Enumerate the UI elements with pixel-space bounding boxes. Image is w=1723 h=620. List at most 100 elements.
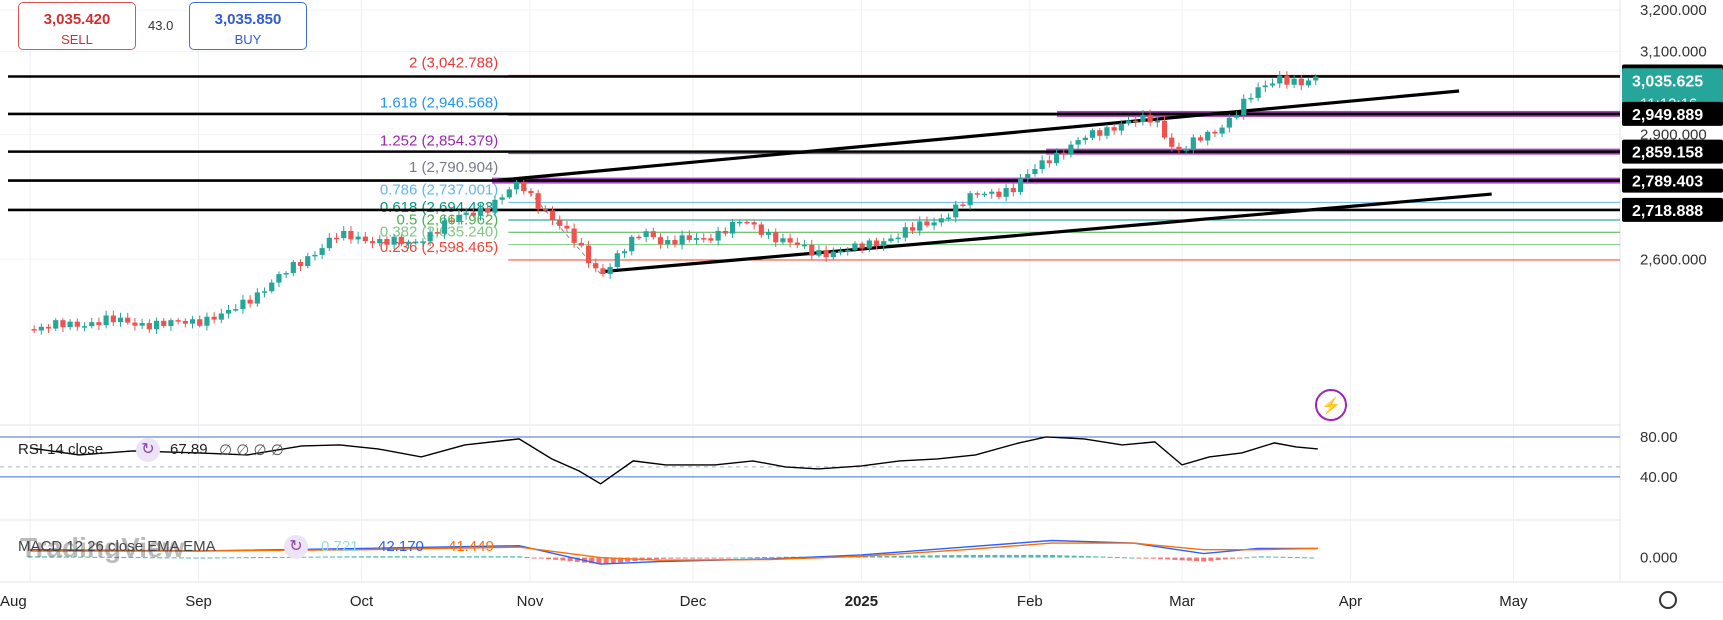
macd-label[interactable]: MACD 12 26 close EMA EMA xyxy=(18,538,216,555)
candle-body xyxy=(38,326,44,331)
macd-histogram-bar xyxy=(1251,556,1257,558)
macd-hist-value: 0.721 xyxy=(321,538,359,555)
x-axis-tick-label: Dec xyxy=(680,593,707,610)
macd-histogram-bar xyxy=(1150,557,1156,559)
x-axis-tick-label: Apr xyxy=(1339,593,1362,610)
macd-histogram-bar xyxy=(207,557,213,559)
macd-histogram-bar xyxy=(1021,554,1027,558)
macd-histogram-bar xyxy=(1129,557,1135,559)
candle-body xyxy=(218,313,224,320)
lightning-icon xyxy=(1315,389,1347,421)
macd-histogram-bar xyxy=(726,557,732,559)
macd-histogram-bar xyxy=(164,557,170,559)
candle-body xyxy=(549,210,556,221)
macd-histogram-bar xyxy=(42,556,48,558)
candle-body xyxy=(470,212,476,216)
refresh-icon[interactable]: ↻ xyxy=(284,535,308,559)
macd-line xyxy=(30,539,1318,565)
macd-histogram-bar xyxy=(402,556,408,558)
rsi-na-values: ∅ ∅ ∅ ∅ xyxy=(219,442,284,459)
candle-body xyxy=(405,241,412,244)
candle-body xyxy=(283,273,289,275)
candle-body xyxy=(715,230,721,241)
macd-histogram-bar xyxy=(942,555,948,558)
rsi-label[interactable]: RSI 14 close xyxy=(18,441,104,458)
buy-price: 3,035.850 xyxy=(214,11,282,28)
macd-signal-value: 41.449 xyxy=(448,538,494,555)
candle-body xyxy=(873,240,880,246)
macd-histogram-bar xyxy=(718,557,724,559)
candle-body xyxy=(182,320,188,324)
y-axis-tick-label: 3,200.000 xyxy=(1640,2,1707,19)
macd-histogram-bar xyxy=(423,556,429,558)
candle-body xyxy=(1284,75,1290,85)
macd-histogram-bar xyxy=(625,557,631,562)
macd-histogram-bar xyxy=(1273,556,1279,558)
settings-icon[interactable] xyxy=(1659,591,1677,609)
macd-histogram-bar xyxy=(193,557,199,559)
candle-body xyxy=(773,232,779,243)
candle-body xyxy=(326,237,332,249)
candle-body xyxy=(1154,120,1160,123)
candle-body xyxy=(938,218,944,223)
sell-label: SELL xyxy=(61,32,93,47)
candle-body xyxy=(153,320,160,330)
candle-body xyxy=(657,237,664,245)
sell-button[interactable]: 3,035.420 SELL xyxy=(18,2,136,50)
candle-body xyxy=(1262,85,1268,88)
candle-body xyxy=(513,182,520,190)
candle-body xyxy=(1017,178,1024,193)
candle-body xyxy=(665,240,671,245)
price-tag xyxy=(1622,168,1723,193)
candle-body xyxy=(1269,83,1276,86)
macd-histogram-bar xyxy=(481,556,487,558)
macd-histogram-bar xyxy=(963,554,969,558)
candle-body xyxy=(189,319,196,324)
macd-histogram-bar xyxy=(1114,557,1120,559)
candle-body xyxy=(902,227,908,238)
price-tag-label: 3,035.625 xyxy=(1632,73,1703,90)
candle-body xyxy=(578,242,584,246)
candle-body xyxy=(211,316,217,320)
candle-body xyxy=(290,262,296,274)
macd-histogram-bar xyxy=(567,557,573,562)
macd-histogram-bar xyxy=(524,557,530,559)
macd-histogram-bar xyxy=(63,556,69,558)
fib-level-label: 2 (3,042.788) xyxy=(409,54,498,71)
candle-body xyxy=(463,212,469,215)
candle-body xyxy=(427,232,433,242)
candle-body xyxy=(593,263,599,269)
price-tag xyxy=(1622,139,1723,164)
candle-body xyxy=(629,236,635,252)
candle-body xyxy=(816,250,822,256)
candle-body xyxy=(1226,117,1232,128)
candle-body xyxy=(175,320,181,322)
x-axis-tick-label: Nov xyxy=(517,593,544,610)
macd-histogram-bar xyxy=(1035,554,1041,558)
macd-histogram-bar xyxy=(1042,554,1048,558)
y-axis-tick-label: 2,900.000 xyxy=(1640,127,1707,144)
candle-body xyxy=(650,231,656,238)
buy-button[interactable]: 3,035.850 BUY xyxy=(189,2,307,50)
candle-body xyxy=(1241,98,1247,116)
candle-body xyxy=(1125,120,1132,124)
candle-body xyxy=(780,238,786,243)
candle-body xyxy=(125,317,131,323)
candle-body xyxy=(823,250,829,258)
upper-trendline xyxy=(497,89,1460,182)
refresh-icon[interactable]: ↻ xyxy=(136,438,160,462)
macd-histogram-bar xyxy=(862,556,868,558)
macd-histogram-bar xyxy=(430,556,436,558)
x-axis-tick-label: Feb xyxy=(1017,593,1043,610)
candle-body xyxy=(1111,127,1117,131)
candle-body xyxy=(449,220,455,222)
macd-histogram-bar xyxy=(330,556,336,558)
macd-histogram-bar xyxy=(711,557,717,559)
candle-body xyxy=(146,323,152,330)
candle-body xyxy=(31,329,37,331)
candle-body xyxy=(996,191,1002,197)
candle-body xyxy=(391,236,397,245)
macd-histogram-bar xyxy=(690,557,696,559)
candle-body xyxy=(945,217,952,219)
macd-histogram-bar xyxy=(754,557,760,559)
